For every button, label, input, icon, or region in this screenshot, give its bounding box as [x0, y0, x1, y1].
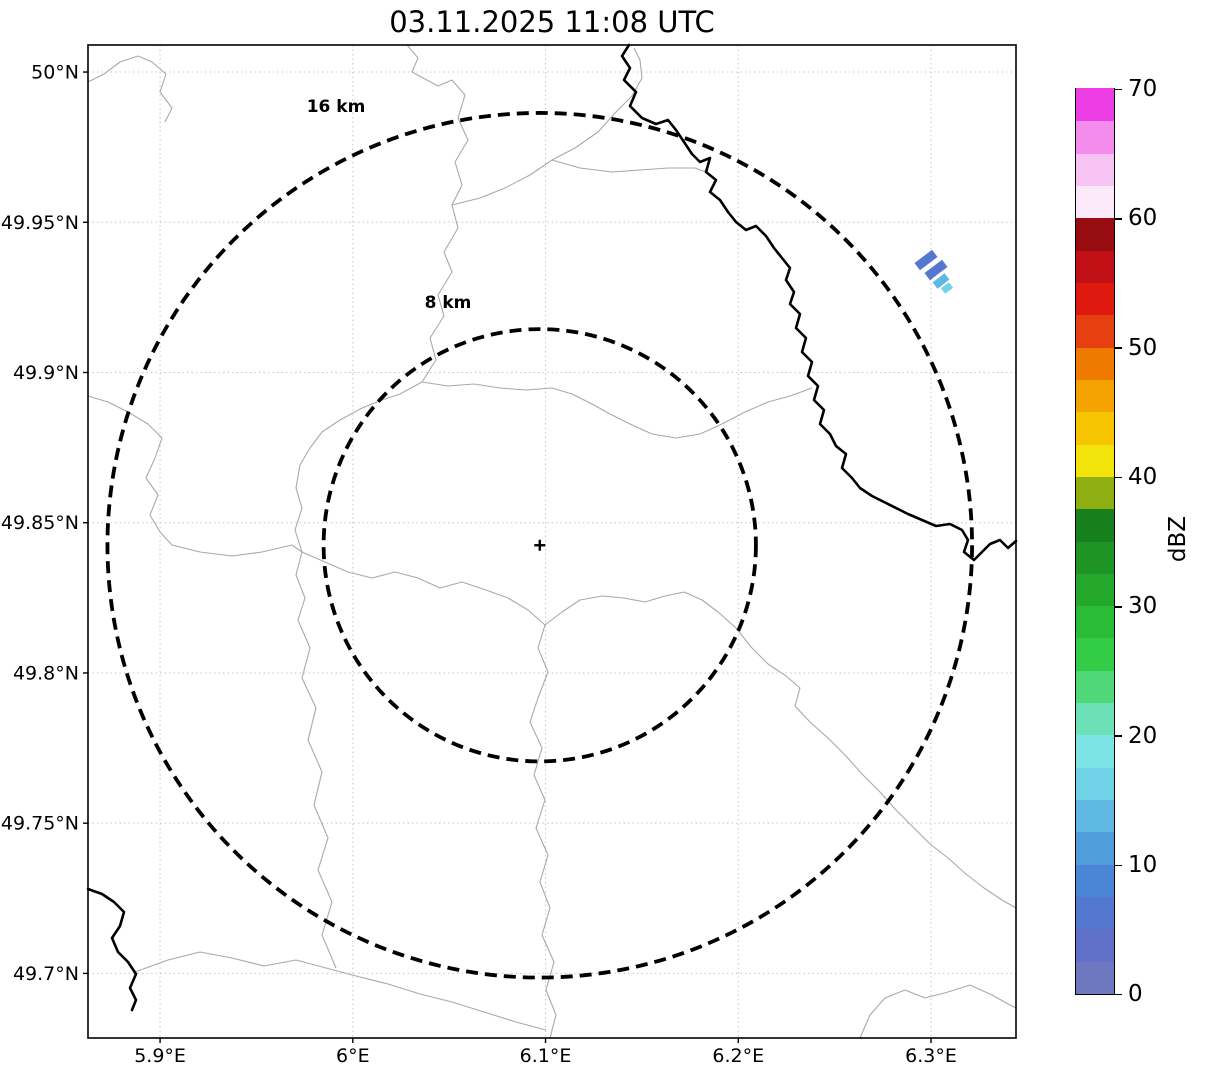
colorbar-segment [1076, 411, 1114, 445]
colorbar-tick-label: 70 [1128, 76, 1158, 103]
colorbar-tick-label: 50 [1128, 334, 1158, 361]
radar-echo-cell [940, 282, 954, 294]
colorbar-segment [1076, 185, 1114, 219]
admin-boundary-line [301, 551, 719, 626]
radar-echo-cell [914, 249, 938, 271]
admin-boundary-line [421, 381, 813, 439]
colorbar-segment [1076, 734, 1114, 768]
colorbar-tick-label: 60 [1128, 205, 1158, 232]
axes-frame [87, 44, 1017, 1039]
range-ring [105, 111, 974, 980]
y-tick-label: 49.95°N [1, 212, 79, 234]
colorbar-tick-mark [1115, 476, 1122, 479]
figure-title: 03.11.2025 11:08 UTC [389, 5, 715, 39]
colorbar-segment [1076, 573, 1114, 607]
colorbar-tick-mark [1115, 88, 1122, 91]
x-tick-label: 6.3°E [905, 1045, 957, 1067]
colorbar-segment [1076, 540, 1114, 574]
radar-echo-cell [932, 273, 950, 289]
range-ring-label: 8 km [425, 293, 472, 313]
colorbar [1075, 88, 1115, 995]
y-tick-label: 49.8°N [13, 662, 79, 684]
colorbar-tick-label: 40 [1128, 463, 1158, 490]
colorbar-segment [1076, 864, 1114, 898]
colorbar-segment [1076, 120, 1114, 154]
admin-boundary-line [297, 619, 337, 969]
colorbar-segment [1076, 896, 1114, 930]
colorbar-tick-label: 0 [1128, 981, 1143, 1008]
colorbar-tick-label: 30 [1128, 593, 1158, 620]
colorbar-segment [1076, 670, 1114, 704]
colorbar-segment [1076, 282, 1114, 316]
admin-boundary-line [87, 395, 303, 557]
colorbar-tick-mark [1115, 605, 1122, 608]
colorbar-tick-mark [1115, 347, 1122, 349]
colorbar-segment [1076, 605, 1114, 639]
colorbar-segment [1076, 799, 1114, 833]
colorbar-tick-mark [1115, 218, 1122, 220]
colorbar-segment [1076, 250, 1114, 283]
colorbar-segment [1076, 443, 1114, 477]
colorbar-segment [1076, 637, 1114, 671]
y-tick-label: 49.85°N [1, 512, 79, 534]
colorbar-segment [1076, 153, 1114, 186]
colorbar-tick-mark [1115, 864, 1122, 867]
colorbar-segment [1076, 379, 1114, 413]
admin-boundary-line [294, 44, 469, 621]
colorbar-tick-mark [1115, 735, 1122, 737]
admin-boundary-line [529, 624, 557, 1039]
colorbar-tick-mark [1115, 993, 1122, 996]
colorbar-segment [1076, 961, 1114, 994]
colorbar-segment [1076, 347, 1114, 380]
radar-echo-cell [924, 259, 948, 281]
country-border-line [86, 887, 138, 1012]
y-tick-label: 49.7°N [13, 963, 79, 985]
colorbar-segment [1076, 831, 1114, 865]
colorbar-tick-label: 10 [1128, 851, 1158, 878]
colorbar-segment [1076, 88, 1114, 122]
admin-boundary-line [87, 55, 173, 123]
y-tick-label: 50°N [31, 62, 79, 84]
admin-boundary-line [717, 611, 1017, 909]
colorbar-segment [1076, 928, 1114, 962]
colorbar-segment [1076, 508, 1114, 542]
colorbar-segment [1076, 314, 1114, 348]
country-border-line [620, 43, 1018, 562]
x-tick-label: 6.2°E [712, 1045, 764, 1067]
admin-boundary-line [134, 951, 547, 1031]
colorbar-tick-label: 20 [1128, 722, 1158, 749]
colorbar-segment [1076, 702, 1114, 736]
x-tick-label: 6°E [336, 1045, 370, 1067]
x-tick-label: 5.9°E [134, 1045, 186, 1067]
admin-boundary-line [859, 984, 1017, 1039]
admin-boundary-line [551, 159, 707, 173]
y-tick-label: 49.75°N [1, 813, 79, 835]
colorbar-unit-label: dBZ [1165, 515, 1191, 563]
range-ring-label: 16 km [307, 97, 366, 117]
colorbar-segment [1076, 217, 1114, 251]
colorbar-segment [1076, 767, 1114, 801]
y-tick-label: 49.9°N [13, 362, 79, 384]
x-tick-label: 6.1°E [520, 1045, 572, 1067]
admin-boundary-line [451, 47, 643, 206]
range-ring [321, 327, 758, 764]
colorbar-segment [1076, 476, 1114, 510]
